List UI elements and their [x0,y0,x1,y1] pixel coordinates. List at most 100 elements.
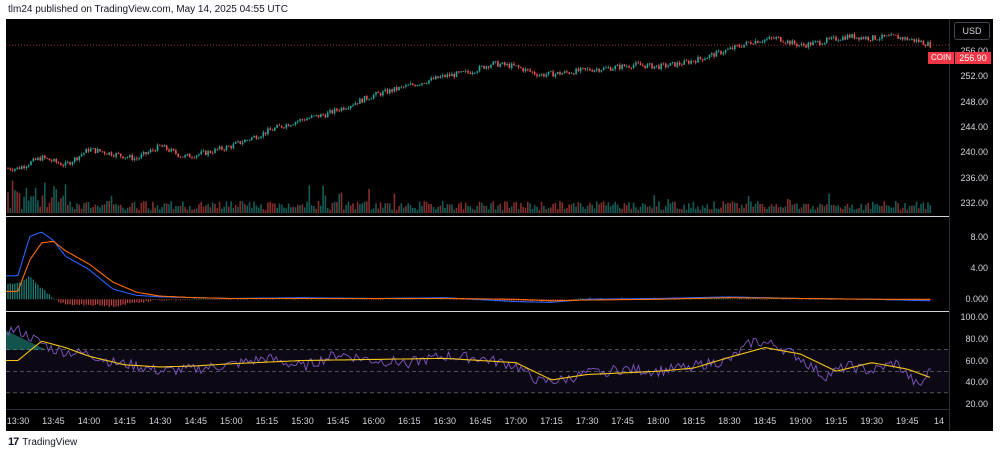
price-candle [738,45,741,47]
price-candle [172,148,175,151]
volume-bar [370,209,373,213]
price-candle [136,158,138,160]
volume-bar [908,205,911,213]
price-candle [352,105,354,106]
chart-canvas[interactable] [6,19,949,431]
volume-bar [34,187,37,213]
volume-bar [163,203,166,213]
price-candle [241,142,244,144]
chart-frame[interactable]: 232.00 236.00 240.00 244.00 248.00 252.00 256.… [6,19,993,431]
volume-bar [563,208,566,213]
price-candle [41,155,44,161]
pane-divider-macd[interactable] [6,216,949,217]
volume-bar [46,207,48,213]
time-tick-label: 18:00 [646,416,670,426]
price-candle [140,154,143,158]
price-candle [315,114,317,116]
volume-bar [149,209,152,213]
volume-bar [918,208,920,213]
volume-bar [722,201,725,213]
volume-bar [170,201,173,213]
price-candle [345,108,347,110]
price-candle [25,166,28,169]
volume-bar [745,203,748,213]
macd-histogram-bar [807,299,809,300]
volume-bar [175,206,177,213]
price-candle [832,36,835,38]
price-candle [280,125,283,128]
volume-bar [375,203,377,213]
price-candle [632,65,635,68]
footer-brand[interactable]: 17 TradingView [8,435,77,449]
price-candle [7,168,9,170]
volume-bar [14,190,16,213]
volume-bar [119,204,122,213]
price-candle [885,35,888,37]
price-candle [881,34,883,39]
price-candle [202,150,205,152]
volume-bar [805,203,807,213]
macd-histogram-bar [400,298,402,300]
volume-bar [577,201,580,213]
price-candle [784,42,787,44]
volume-bar [444,207,446,213]
price-candle [823,42,826,45]
volume-bar [920,203,922,213]
volume-bar [789,199,791,213]
price-candle [897,35,899,39]
price-candle [538,75,541,77]
macd-histogram-bar [69,299,71,305]
price-candle [635,62,637,66]
volume-bar [30,196,32,213]
macd-histogram-bar [152,299,154,300]
macd-histogram-bar [725,298,727,300]
volume-bar [501,209,504,213]
price-candle [255,136,258,139]
price-candle [678,62,681,65]
pane-divider-rsi[interactable] [6,311,949,312]
volume-bar [550,207,552,213]
price-scale[interactable]: 232.00 236.00 240.00 244.00 248.00 252.00 256.… [949,19,994,431]
macd-histogram-bar [74,299,76,305]
currency-button[interactable]: USD [954,22,990,40]
price-candle [409,83,412,85]
macd-histogram-bar [30,277,32,300]
volume-bar [416,209,419,213]
macd-histogram-bar [522,299,524,302]
volume-bar [855,208,858,213]
volume-bar [349,205,352,213]
price-candle [253,136,255,138]
price-candle [209,151,212,153]
price-candle [216,148,219,150]
volume-bar [890,207,892,213]
price-candle [545,74,547,77]
price-candle [506,63,508,66]
volume-bar [830,204,833,213]
macd-histogram-bar [757,298,759,300]
price-candle [800,43,803,46]
price-candle [16,167,18,169]
volume-bar [669,203,672,213]
volume-bar [99,207,101,213]
volume-bar [140,202,143,213]
macd-histogram-bar [104,299,106,307]
time-axis[interactable]: 13:30 13:45 14:00 14:15 14:30 14:45 15:00 15:15… [6,409,949,432]
volume-bar [113,204,115,213]
volume-bar [782,207,784,213]
price-candle [766,38,768,40]
price-candle [584,68,587,70]
macd-histogram-bar [727,297,729,300]
volume-bar [23,196,25,213]
price-candle [87,148,90,152]
volume-bar [768,206,771,213]
price-candle [481,65,483,67]
volume-bar [853,209,856,213]
macd-histogram-bar [748,297,750,300]
price-candle [563,71,566,74]
price-candle [458,71,460,73]
volume-bar [253,201,255,213]
price-candle [283,127,285,129]
price-candle [73,157,76,163]
price-candle [676,62,679,67]
macd-histogram-bar [580,298,582,300]
